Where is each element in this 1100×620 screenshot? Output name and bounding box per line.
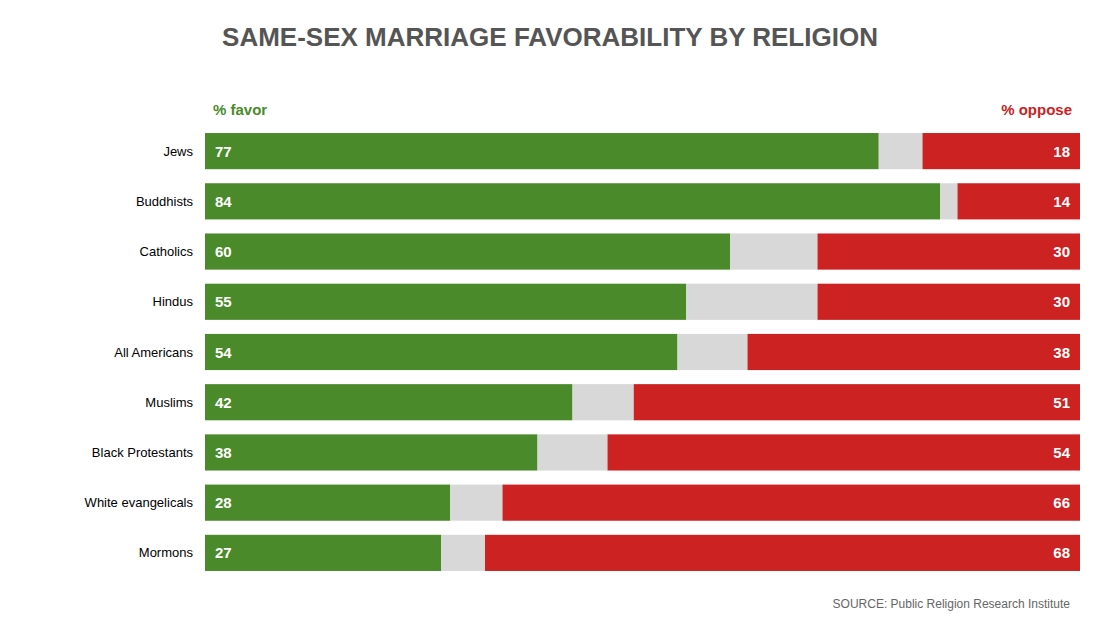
category-label: Jews bbox=[163, 144, 193, 159]
bars bbox=[205, 133, 1080, 571]
bar-segment bbox=[441, 535, 485, 571]
series-header: % favor bbox=[213, 101, 267, 118]
category-label: Hindus bbox=[153, 294, 194, 309]
bar-segment bbox=[205, 284, 686, 320]
category-label: Catholics bbox=[140, 244, 194, 259]
bar-segment bbox=[205, 183, 940, 219]
bar-segment bbox=[818, 284, 1081, 320]
title: SAME-SEX MARRIAGE FAVORABILITY BY RELIGI… bbox=[222, 22, 878, 52]
data-label: 54 bbox=[1053, 444, 1070, 461]
bar-segment bbox=[748, 334, 1081, 370]
bar-segment bbox=[923, 133, 1081, 169]
category-label: Black Protestants bbox=[92, 445, 194, 460]
data-label: 84 bbox=[215, 193, 232, 210]
chart-container: SAME-SEX MARRIAGE FAVORABILITY BY RELIGI… bbox=[0, 0, 1100, 620]
bar-segment bbox=[730, 233, 818, 269]
data-label: 66 bbox=[1053, 494, 1070, 511]
data-label: 54 bbox=[215, 344, 232, 361]
category-label: All Americans bbox=[114, 345, 193, 360]
bar-segment bbox=[818, 233, 1081, 269]
labels: % favor % oppose Jews 77 18 Buddhists 84 14 Cath… bbox=[85, 101, 1072, 612]
background bbox=[0, 0, 1100, 620]
bar-segment bbox=[205, 535, 441, 571]
bar-segment bbox=[573, 384, 634, 420]
bar-segment bbox=[634, 384, 1080, 420]
bar-segment bbox=[205, 334, 678, 370]
category-label: Buddhists bbox=[136, 194, 194, 209]
chart-svg: SAME-SEX MARRIAGE FAVORABILITY BY RELIGI… bbox=[0, 0, 1100, 620]
data-label: 60 bbox=[215, 243, 232, 260]
data-label: 27 bbox=[215, 544, 232, 561]
bar-segment bbox=[485, 535, 1080, 571]
bar-segment bbox=[205, 233, 730, 269]
data-label: 38 bbox=[1053, 344, 1070, 361]
data-label: 55 bbox=[215, 293, 232, 310]
category-label: Muslims bbox=[145, 395, 193, 410]
bar-segment bbox=[678, 334, 748, 370]
data-label: 77 bbox=[215, 143, 232, 160]
data-label: 51 bbox=[1053, 394, 1070, 411]
data-label: 14 bbox=[1053, 193, 1070, 210]
series-header: % oppose bbox=[1001, 101, 1072, 118]
data-label: 28 bbox=[215, 494, 232, 511]
bar-segment bbox=[205, 434, 538, 470]
bar-segment bbox=[205, 133, 879, 169]
category-label: White evangelicals bbox=[85, 495, 194, 510]
bar-segment bbox=[940, 183, 958, 219]
bar-segment bbox=[879, 133, 923, 169]
bar-segment bbox=[450, 485, 503, 521]
bar-segment bbox=[608, 434, 1081, 470]
bar-segment bbox=[686, 284, 817, 320]
bar-segment bbox=[958, 183, 1081, 219]
data-label: 30 bbox=[1053, 293, 1070, 310]
data-label: 38 bbox=[215, 444, 232, 461]
bar-segment bbox=[205, 485, 450, 521]
bar-segment bbox=[538, 434, 608, 470]
category-label: Mormons bbox=[139, 545, 194, 560]
bar-segment bbox=[503, 485, 1081, 521]
annotation: SOURCE: Public Religion Research Institu… bbox=[833, 597, 1071, 611]
data-label: 42 bbox=[215, 394, 232, 411]
data-label: 68 bbox=[1053, 544, 1070, 561]
data-label: 30 bbox=[1053, 243, 1070, 260]
bar-segment bbox=[205, 384, 573, 420]
data-label: 18 bbox=[1053, 143, 1070, 160]
